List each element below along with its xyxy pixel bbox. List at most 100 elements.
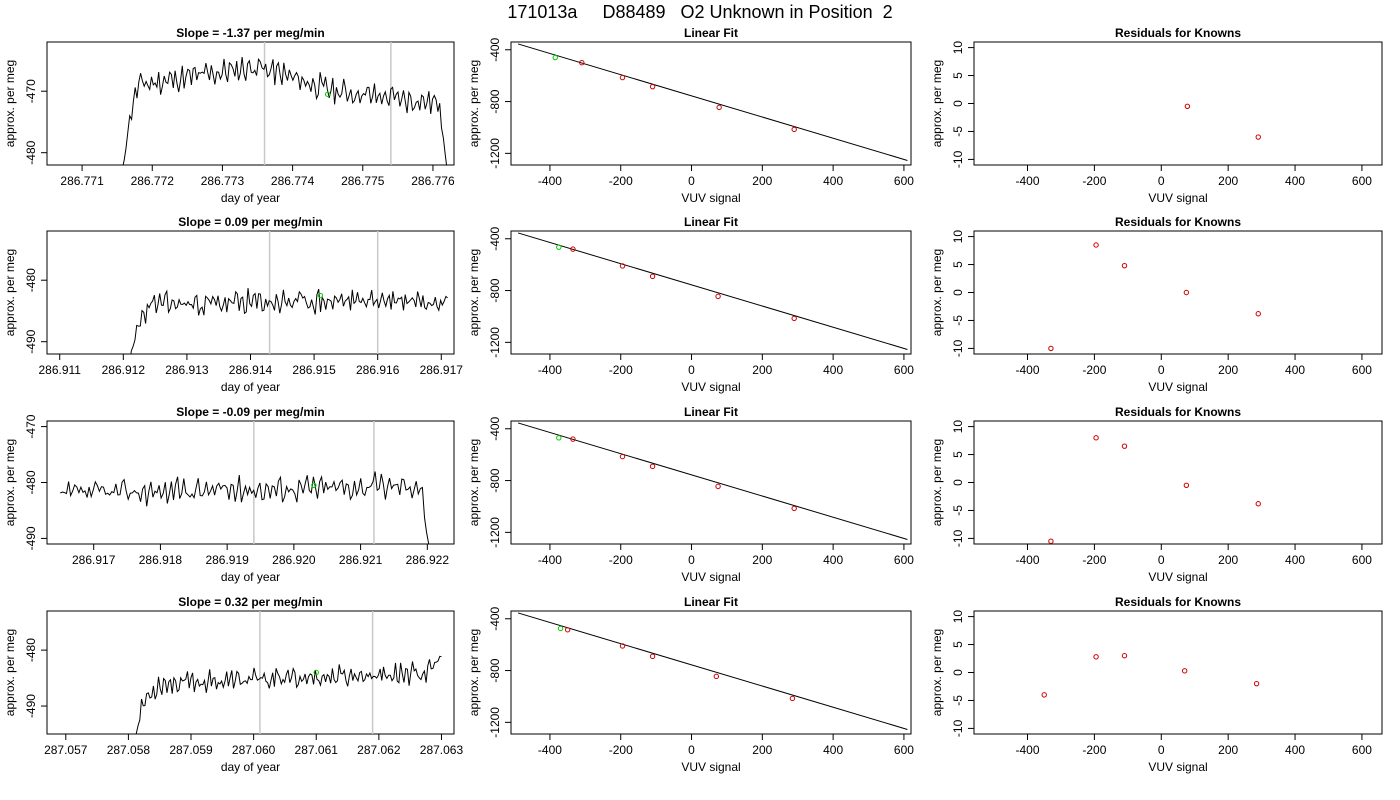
panel-2-residuals-frame [973, 420, 1383, 545]
panel-0-residuals-xtick-label: 200 [1218, 174, 1238, 188]
panel-2-timeseries-xtick-label: 286.919 [205, 553, 249, 567]
panel-2-fit-xtick-label: 200 [752, 553, 772, 567]
panel-0-fit-xtick-label: 200 [752, 174, 772, 188]
panel-1-residuals-ylabel: approx. per meg [930, 249, 944, 336]
panel-3-timeseries-xtick-label: 287.059 [169, 743, 213, 757]
panel-3-timeseries-xtick-label: 287.062 [357, 743, 401, 757]
panel-0-residuals-xtick-label: 0 [1158, 174, 1165, 188]
panel-2-residuals-residual-point [1183, 482, 1190, 488]
panel-2-timeseries-frame [46, 420, 455, 545]
panel-0-fit-xtick-label: 0 [688, 174, 695, 188]
panel-1-residuals-residual-point [1255, 311, 1261, 317]
panel-1-residuals-frame [973, 230, 1383, 355]
panel-3-timeseries-xtick-label: 287.063 [420, 743, 464, 757]
panel-1-timeseries-ylabel: approx. per meg [3, 249, 17, 336]
panel-2-timeseries-ytick-label: -490 [24, 526, 38, 550]
panel-1-timeseries-title: Slope = 0.09 per meg/min [178, 215, 322, 229]
panel-3-timeseries-xtick-label: 287.060 [232, 743, 276, 757]
panel-3-residuals-ytick-label: 5 [951, 641, 965, 648]
panel-0-residuals-title: Residuals for Knowns [1115, 26, 1241, 40]
panel-0-timeseries-frame [46, 41, 455, 166]
panel-2-fit-frame [510, 420, 912, 545]
panel-0-fit-known-point [619, 74, 626, 81]
panel-0-timeseries-xtick-label: 286.774 [271, 174, 315, 188]
panel-3-fit-ylabel: approx. per meg [467, 629, 481, 716]
panel-0-fit-xtick-label: 400 [823, 174, 843, 188]
panel-1-residuals-residual-point [1093, 242, 1099, 248]
panel-2-fit-fit-line [517, 422, 908, 540]
panel-3-residuals-ytick-label: 0 [951, 669, 965, 676]
panel-2-residuals-ytick-label: 0 [951, 479, 965, 486]
panel-1-fit-unknown-point [556, 244, 562, 250]
panel-3-residuals-residual-point [1093, 654, 1099, 660]
panel-0-residuals-xlabel: VUV signal [1148, 191, 1207, 205]
panel-2-residuals-residual-point [1121, 443, 1128, 449]
panel-3-timeseries-ytick-label: -480 [24, 638, 38, 662]
panel-3-residuals-frame [973, 610, 1383, 735]
panel-0-residuals-residual-point [1184, 103, 1191, 109]
panel-2-fit-unknown-point [556, 435, 562, 441]
panel-3-fit-xtick-label: -400 [538, 743, 562, 757]
panel-0-residuals-xtick-label: 400 [1285, 174, 1305, 188]
panel-0-fit-frame [510, 41, 912, 166]
panel-2-timeseries-ytick-label: -480 [24, 470, 38, 494]
panel-1-timeseries-xtick-label: 286.915 [292, 363, 336, 377]
panel-1-fit-known-point [791, 315, 797, 322]
panel-3-timeseries-unknown-point [313, 669, 319, 676]
panel-2-fit-xtick-label: 400 [823, 553, 843, 567]
panel-0-residuals-xtick-label: -400 [1015, 174, 1039, 188]
panel-0-timeseries-xlabel: day of year [221, 191, 280, 205]
panel-2-fit-known-point [715, 483, 721, 490]
panel-1-fit-known-point [715, 293, 721, 300]
panel-1-fit-frame [510, 230, 912, 355]
page-title: 171013a D88489 O2 Unknown in Position 2 [507, 2, 893, 22]
panel-0-fit-known-point [791, 126, 797, 133]
panel-2-residuals-residual-point [1093, 435, 1099, 441]
panel-0-residuals-ylabel: approx. per meg [930, 60, 944, 147]
panel-0-residuals-xtick-label: 600 [1352, 174, 1372, 188]
panel-2-fit-known-point [619, 453, 626, 460]
panel-3-fit-known-point [789, 695, 796, 702]
panel-3-residuals-xtick-label: 0 [1158, 743, 1165, 757]
panel-1-fit-xlabel: VUV signal [681, 380, 740, 394]
panel-2-fit-known-point [570, 436, 576, 442]
panel-0-residuals-ytick-label: -5 [951, 126, 965, 137]
panel-2-residuals-ytick-label: 5 [951, 451, 965, 458]
panel-0-fit-known-point [716, 104, 722, 111]
panel-0-timeseries-xtick-label: 286.773 [201, 174, 245, 188]
panel-1-fit-xtick-label: 0 [688, 363, 695, 377]
panel-0-fit-known-point [649, 83, 656, 90]
panel-3-timeseries-xtick-label: 287.058 [107, 743, 151, 757]
panel-1-timeseries-unknown-point [317, 292, 324, 299]
panel-1-residuals-ytick-label: 5 [951, 261, 965, 268]
panel-2-residuals-ytick-label: 10 [951, 420, 965, 434]
panel-2-timeseries-trace-line [60, 471, 430, 544]
panel-0-fit-fit-line [517, 43, 908, 161]
panel-3-residuals-xtick-label: -200 [1082, 743, 1106, 757]
panel-3-residuals-ytick-label: -5 [951, 695, 965, 706]
panel-3-residuals-title: Residuals for Knowns [1115, 595, 1241, 609]
panel-3-timeseries-ylabel: approx. per meg [3, 629, 17, 716]
panel-3-fit-known-point [564, 627, 571, 633]
panel-3-timeseries-ytick-label: -490 [24, 694, 38, 718]
panel-2-fit-ytick-label: -800 [488, 468, 502, 492]
panel-3-residuals-residual-point [1253, 680, 1260, 687]
panel-1-fit-known-point [570, 246, 576, 252]
panel-3-fit-unknown-point [557, 625, 564, 632]
panel-3-fit-frame [510, 610, 912, 735]
panel-0-residuals-xtick-label: -200 [1082, 174, 1106, 188]
panel-3-fit-ytick-label: -400 [488, 606, 502, 630]
panel-1-residuals-xtick-label: 400 [1285, 363, 1305, 377]
panel-0-timeseries-xtick-label: 286.775 [341, 174, 385, 188]
panel-0-fit-xtick-label: 600 [894, 174, 914, 188]
panel-0-fit-known-point [579, 60, 585, 66]
panel-1-residuals-xlabel: VUV signal [1148, 380, 1207, 394]
panel-0-timeseries-unknown-point [324, 91, 331, 97]
panel-1-fit-xtick-label: 400 [823, 363, 843, 377]
panel-1-fit-xtick-label: 200 [752, 363, 772, 377]
panel-0-residuals-frame [973, 41, 1383, 166]
panel-1-residuals-residual-point [1048, 345, 1054, 352]
panel-0-fit-ytick-label: -800 [488, 89, 502, 113]
panel-2-residuals-xtick-label: -400 [1015, 553, 1039, 567]
